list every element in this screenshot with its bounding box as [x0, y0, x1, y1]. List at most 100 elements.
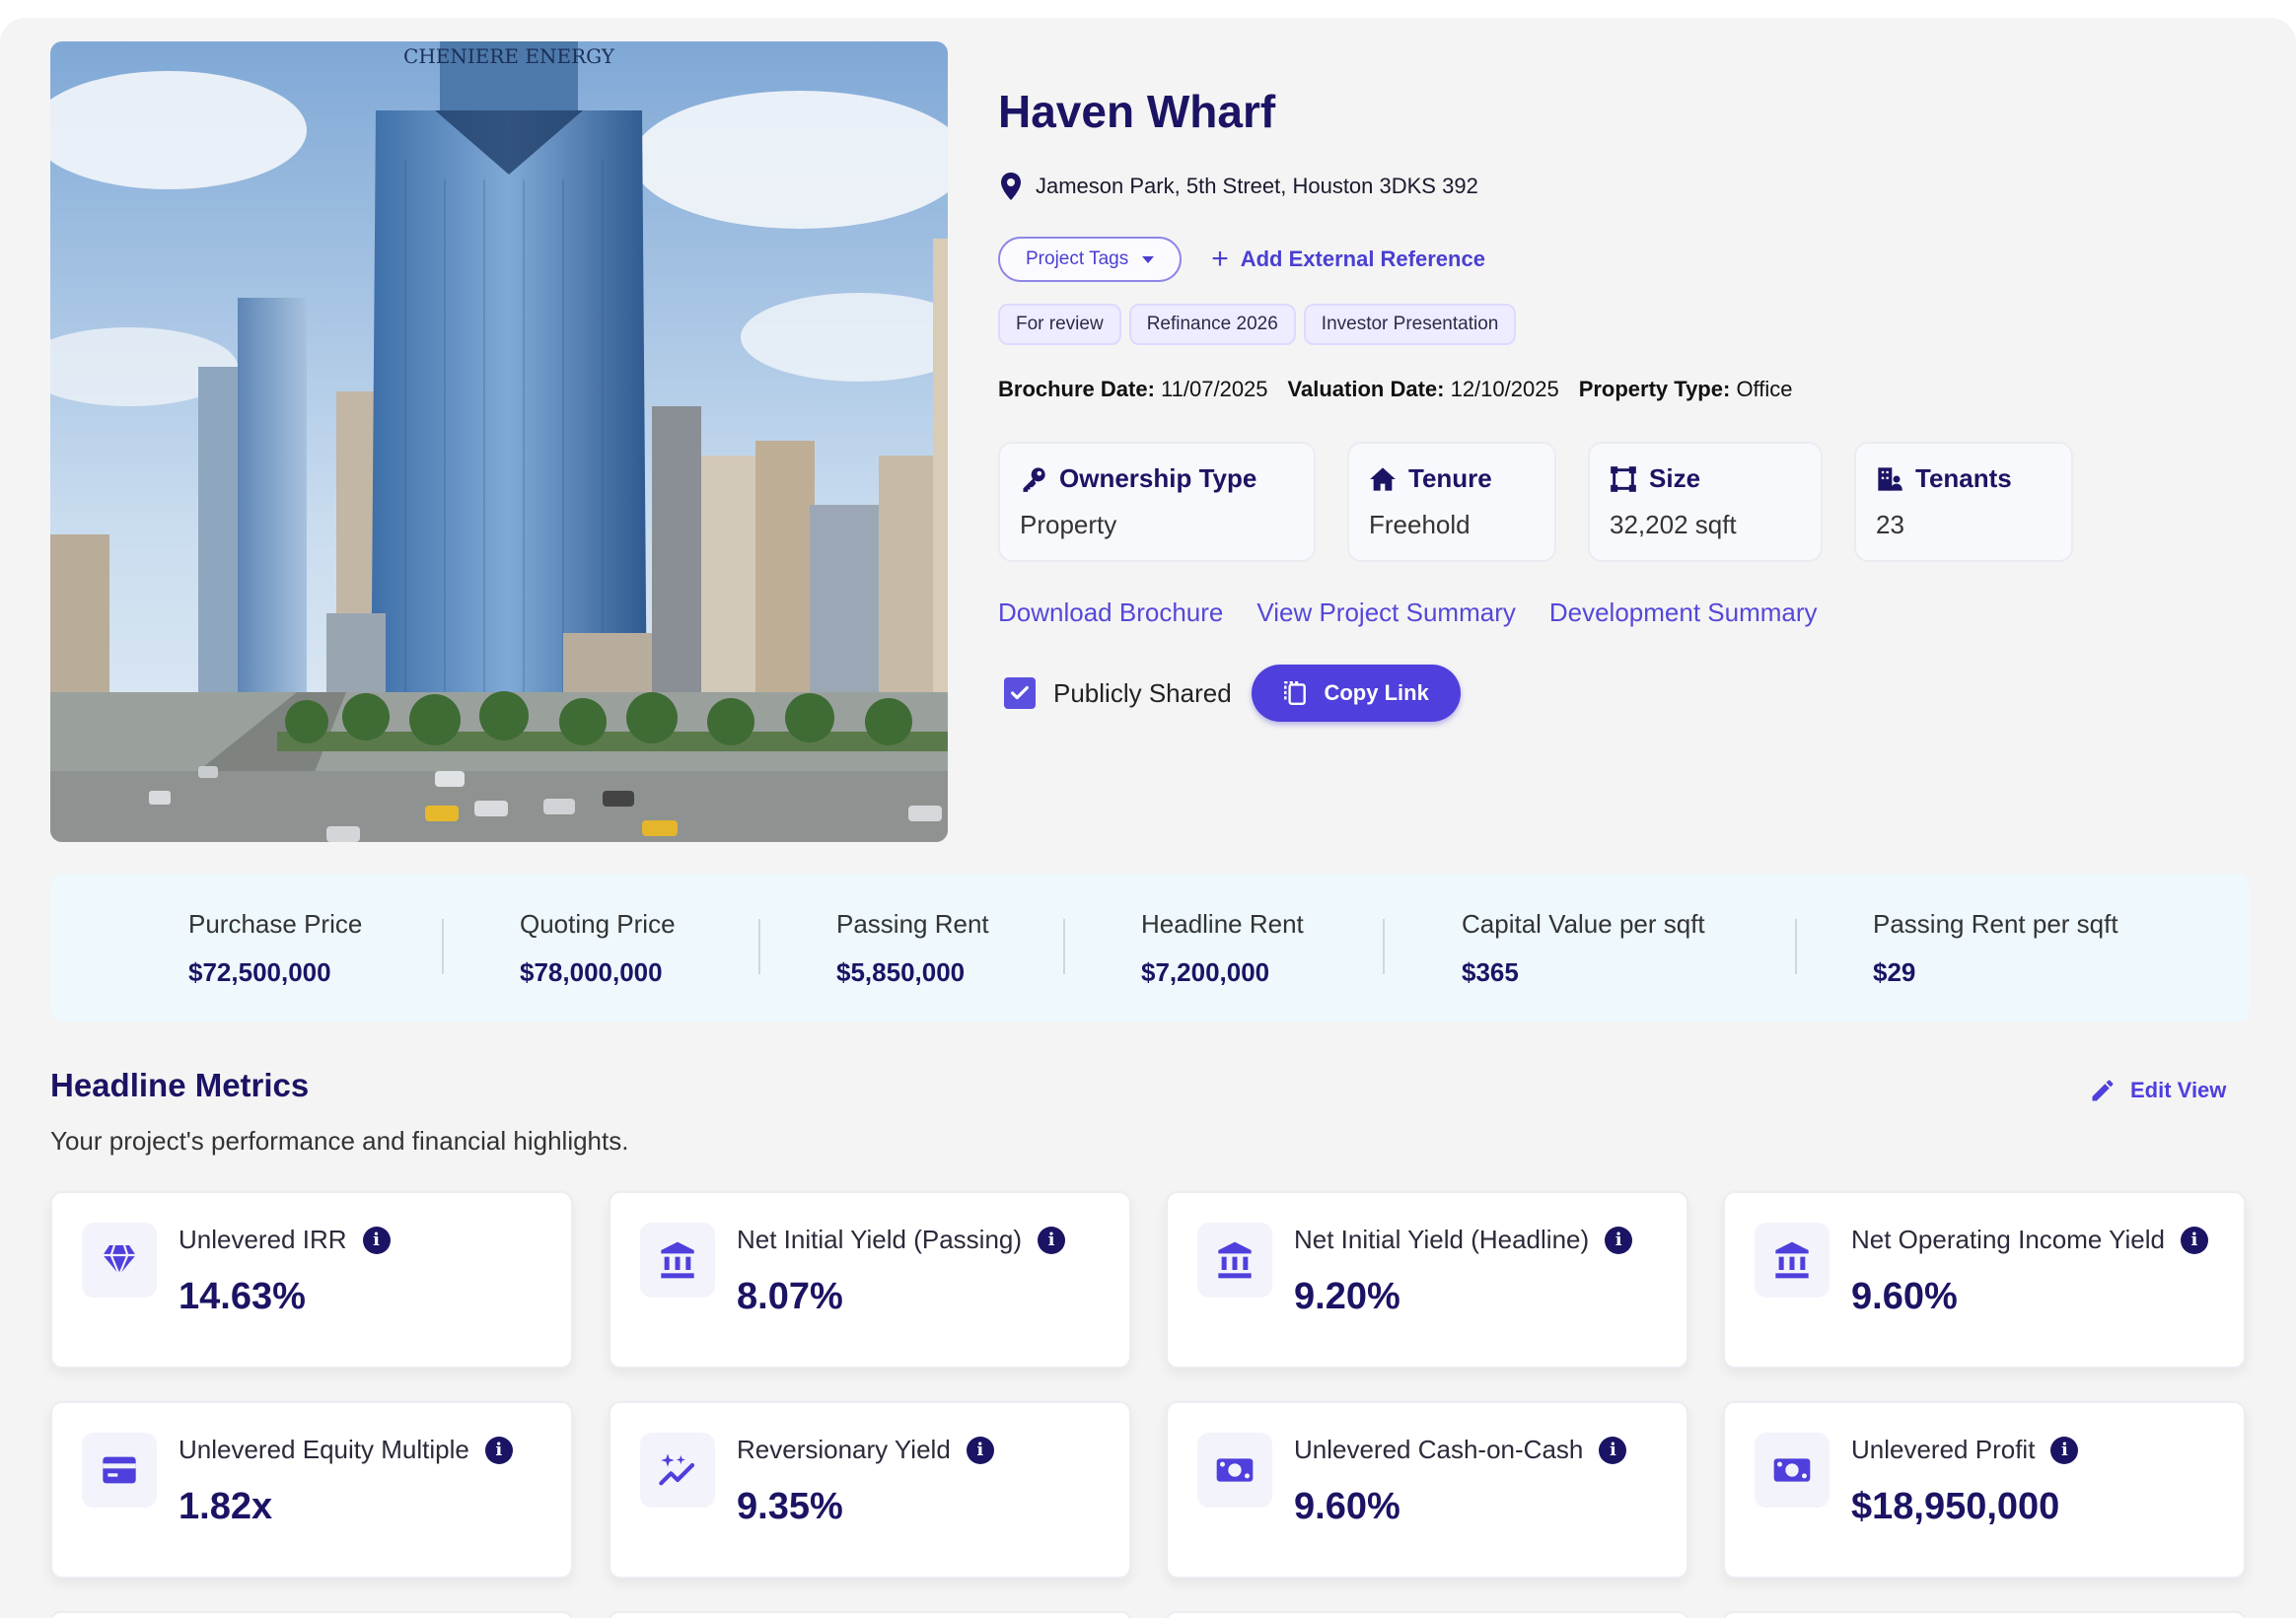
- price-item-headline-rent: Headline Rent $7,200,000: [1141, 909, 1304, 988]
- copy-icon: [1284, 681, 1307, 705]
- address-text: Jameson Park, 5th Street, Houston 3DKS 3…: [1036, 174, 1478, 198]
- metric-card-reversionary-yield: Reversionary Yield i 9.35%: [609, 1401, 1131, 1579]
- cash-icon: [1216, 1458, 1254, 1482]
- metric-value: 9.60%: [1294, 1486, 1400, 1527]
- info-icon[interactable]: i: [966, 1436, 994, 1464]
- edit-view-button[interactable]: Edit View: [2089, 1077, 2226, 1104]
- price-value: $72,500,000: [188, 957, 331, 987]
- divider: [1795, 919, 1797, 974]
- metric-card-niy-passing: Net Initial Yield (Passing) i 8.07%: [609, 1191, 1131, 1369]
- property-type: Property Type: Office: [1579, 377, 1793, 402]
- property-photo: CHENIERE ENERGY: [50, 41, 948, 842]
- info-card-value: 23: [1876, 510, 1904, 539]
- price-value: $78,000,000: [520, 957, 663, 987]
- price-value: $7,200,000: [1141, 957, 1270, 987]
- info-icon[interactable]: i: [1599, 1436, 1627, 1464]
- info-card-size: Size 32,202 sqft: [1588, 442, 1823, 562]
- info-card-tenants: Tenants 23: [1854, 442, 2073, 562]
- project-tags-label: Project Tags: [1026, 248, 1129, 269]
- metric-value: 9.35%: [737, 1486, 843, 1527]
- valuation-date-label: Valuation Date:: [1287, 377, 1445, 401]
- metric-icon-box: [1755, 1433, 1830, 1508]
- info-card-label: Ownership Type: [1059, 463, 1257, 493]
- sharing-row: Publicly Shared Copy Link: [1004, 665, 1461, 722]
- bank-icon: [1775, 1241, 1809, 1279]
- divider: [1063, 919, 1065, 974]
- tag-chip[interactable]: For review: [998, 304, 1121, 345]
- copy-link-button[interactable]: Copy Link: [1251, 665, 1461, 722]
- price-summary-strip: Purchase Price $72,500,000 Quoting Price…: [50, 874, 2250, 1021]
- price-label: Quoting Price: [520, 909, 676, 939]
- location-pin-icon: [1001, 173, 1021, 200]
- info-card-label: Tenants: [1915, 463, 2012, 493]
- metric-card-unlevered-profit: Unlevered Profit i $18,950,000: [1723, 1401, 2246, 1579]
- info-cards: Ownership Type Property Tenure Freehold …: [998, 442, 2105, 562]
- metric-label: Unlevered Profit: [1851, 1435, 2036, 1464]
- info-card-value: Property: [1020, 510, 1117, 539]
- price-item-quoting: Quoting Price $78,000,000: [520, 909, 676, 988]
- development-summary-link[interactable]: Development Summary: [1548, 598, 1818, 627]
- metric-value: 14.63%: [179, 1276, 306, 1317]
- info-icon[interactable]: i: [484, 1436, 513, 1464]
- info-icon[interactable]: i: [1605, 1226, 1633, 1254]
- caret-down-icon: [1142, 255, 1155, 263]
- metric-icon-box: [1197, 1223, 1272, 1298]
- info-icon[interactable]: i: [1038, 1226, 1066, 1254]
- download-brochure-link[interactable]: Download Brochure: [998, 598, 1224, 627]
- key-icon: [1023, 466, 1045, 492]
- tenants-icon: [1878, 466, 1902, 491]
- metric-card-cash-on-cash: Unlevered Cash-on-Cash i 9.60%: [1166, 1401, 1688, 1579]
- view-project-summary-link[interactable]: View Project Summary: [1256, 598, 1516, 627]
- metric-icon-box: [82, 1433, 157, 1508]
- tag-chip[interactable]: Refinance 2026: [1128, 304, 1296, 345]
- publicly-shared-label: Publicly Shared: [1053, 677, 1232, 708]
- metric-value: 8.07%: [737, 1276, 843, 1317]
- price-label: Headline Rent: [1141, 909, 1304, 939]
- plus-icon: +: [1211, 243, 1229, 275]
- metric-value: $18,950,000: [1851, 1486, 2060, 1527]
- info-icon[interactable]: i: [2180, 1226, 2208, 1254]
- price-item-capital-value: Capital Value per sqft $365: [1462, 909, 1705, 988]
- pencil-icon: [2092, 1080, 2114, 1101]
- divider: [758, 919, 760, 974]
- info-icon[interactable]: i: [2050, 1436, 2079, 1464]
- metric-card-noi-yield: Net Operating Income Yield i 9.60%: [1723, 1191, 2246, 1369]
- info-card-label: Size: [1649, 463, 1701, 493]
- metric-icon-box: [640, 1223, 715, 1298]
- valuation-date-value: 12/10/2025: [1450, 377, 1559, 401]
- metric-value: 9.60%: [1851, 1276, 1958, 1317]
- metric-label: Net Initial Yield (Headline): [1294, 1225, 1590, 1254]
- bank-icon: [1218, 1241, 1252, 1279]
- tower-sign-text: CHENIERE ENERGY: [403, 44, 615, 68]
- metric-label: Net Operating Income Yield: [1851, 1225, 2165, 1254]
- card-icon: [103, 1456, 136, 1484]
- project-tags-dropdown[interactable]: Project Tags: [998, 237, 1183, 282]
- metric-card-partial: [1166, 1611, 1688, 1618]
- price-value: $29: [1873, 957, 1916, 987]
- add-external-reference-button[interactable]: + Add External Reference: [1211, 245, 1485, 274]
- tag-chip[interactable]: Investor Presentation: [1303, 304, 1517, 345]
- document-links: Download Brochure View Project Summary D…: [998, 598, 1818, 628]
- info-card-ownership: Ownership Type Property: [998, 442, 1316, 562]
- metric-label: Net Initial Yield (Passing): [737, 1225, 1023, 1254]
- metric-icon-box: [640, 1433, 715, 1508]
- publicly-shared-checkbox[interactable]: [1004, 677, 1036, 709]
- property-type-value: Office: [1736, 377, 1793, 401]
- divider: [1383, 919, 1385, 974]
- brochure-date-label: Brochure Date:: [998, 377, 1155, 401]
- metric-card-partial: [609, 1611, 1131, 1618]
- price-label: Capital Value per sqft: [1462, 909, 1705, 939]
- section-title: Headline Metrics: [50, 1067, 310, 1103]
- bank-icon: [661, 1241, 694, 1279]
- metric-label: Unlevered IRR: [179, 1225, 347, 1254]
- metric-icon-box: [1755, 1223, 1830, 1298]
- metric-card-partial: [1723, 1611, 2246, 1618]
- info-icon[interactable]: i: [362, 1226, 391, 1254]
- metric-value: 9.20%: [1294, 1276, 1400, 1317]
- brochure-date-value: 11/07/2025: [1161, 377, 1268, 401]
- project-title: Haven Wharf: [998, 86, 1276, 137]
- home-icon: [1370, 466, 1396, 491]
- metric-card-unlevered-irr: Unlevered IRR i 14.63%: [50, 1191, 573, 1369]
- metric-card-niy-headline: Net Initial Yield (Headline) i 9.20%: [1166, 1191, 1688, 1369]
- price-item-purchase: Purchase Price $72,500,000: [188, 909, 362, 988]
